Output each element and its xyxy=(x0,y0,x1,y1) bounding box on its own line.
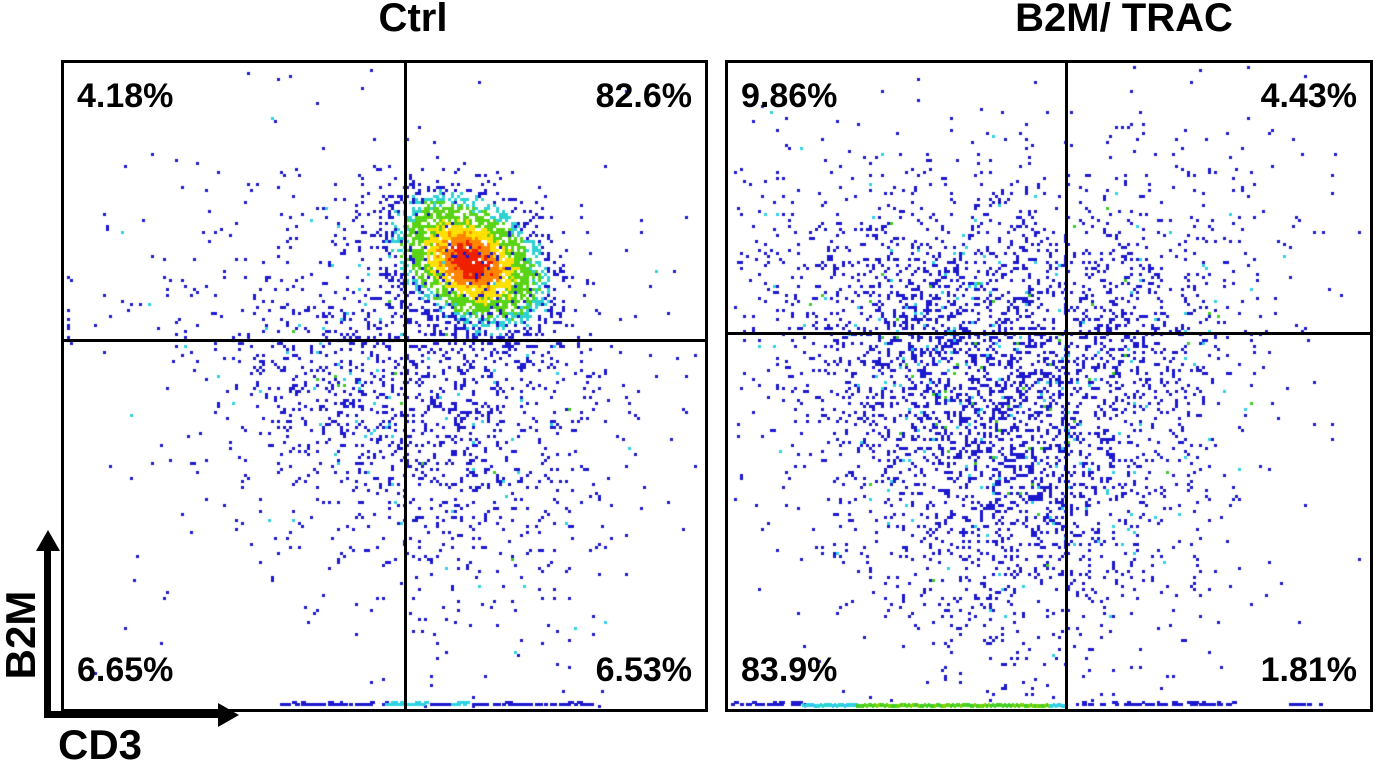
quadrant-pct-top-right: 4.43% xyxy=(1260,77,1357,115)
y-axis-arrow-icon xyxy=(36,530,60,551)
quadrant-gate-horizontal-line xyxy=(64,339,705,342)
dot-plot-panel-ctrl: 4.18% 82.6% 6.65% 6.53% xyxy=(61,60,708,712)
dot-plot-panel-b2m-trac: 9.86% 4.43% 83.9% 1.81% xyxy=(725,60,1373,712)
quadrant-gate-vertical-line xyxy=(404,63,407,709)
y-axis-arrow-shaft xyxy=(44,549,51,715)
dot-plot-canvas-b2m-trac xyxy=(728,63,1370,709)
quadrant-gate-vertical-line xyxy=(1065,63,1068,709)
dot-plot-canvas-ctrl xyxy=(64,63,705,709)
quadrant-pct-bottom-left: 6.65% xyxy=(77,651,174,689)
quadrant-pct-bottom-left: 83.9% xyxy=(741,651,838,689)
quadrant-pct-top-right: 82.6% xyxy=(595,77,692,115)
quadrant-pct-bottom-right: 6.53% xyxy=(595,651,692,689)
quadrant-pct-top-left: 9.86% xyxy=(741,77,838,115)
panel-title-b2m-trac: B2M/ TRAC xyxy=(1015,0,1233,40)
quadrant-gate-horizontal-line xyxy=(728,332,1370,335)
quadrant-pct-top-left: 4.18% xyxy=(77,77,174,115)
y-axis-label: B2M xyxy=(0,590,44,680)
panel-title-ctrl: Ctrl xyxy=(378,0,448,40)
x-axis-arrow-shaft xyxy=(44,711,222,718)
x-axis-label: CD3 xyxy=(58,721,143,768)
quadrant-pct-bottom-right: 1.81% xyxy=(1260,651,1357,689)
x-axis-arrow-icon xyxy=(218,703,239,727)
